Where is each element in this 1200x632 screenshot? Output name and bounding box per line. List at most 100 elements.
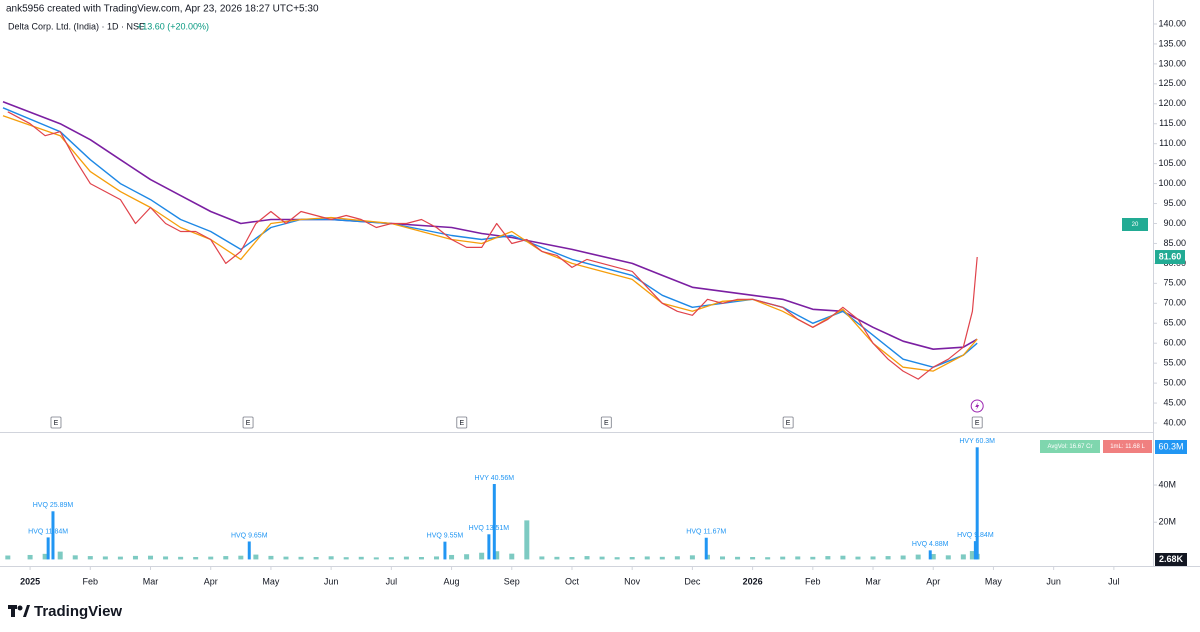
volume-bar	[479, 552, 485, 560]
volume-bar	[238, 555, 244, 560]
volume-bar	[825, 556, 831, 560]
y-tick-label: 135.00	[1158, 38, 1186, 48]
x-tick-label: Aug	[444, 576, 460, 586]
volume-bar	[343, 557, 349, 560]
volume-bottom-box	[1155, 553, 1187, 566]
volume-bar	[689, 555, 695, 560]
volume-bar	[524, 520, 530, 560]
x-tick-label: 2025	[20, 576, 40, 586]
earnings-box	[600, 416, 612, 429]
volume-bar	[328, 556, 334, 560]
y-tick-label: 55.00	[1163, 358, 1186, 368]
y-tick-label: 130.00	[1158, 58, 1186, 68]
volume-bar	[780, 556, 786, 560]
volume-bar	[840, 555, 846, 560]
y-tick-label: 75.00	[1163, 278, 1186, 288]
volume-bar	[163, 556, 169, 560]
volume-bar	[388, 557, 394, 560]
volume-annotation: HVQ 9.55M	[427, 533, 464, 540]
volume-bar	[960, 554, 966, 560]
volume-bar	[735, 556, 741, 560]
volume-spike	[492, 484, 496, 560]
y-tick-label: 115.00	[1159, 118, 1186, 128]
y-tick-label: 90.00	[1163, 218, 1186, 228]
y-tick-label: 100.00	[1158, 178, 1186, 188]
avg-label: AvgVol: 16.67 Cr	[1048, 444, 1093, 450]
x-tick-label: Feb	[805, 576, 821, 586]
badge-box	[1122, 218, 1148, 231]
volume-annotation: HVQ 4.88M	[912, 541, 949, 548]
volume-spike	[928, 550, 932, 560]
volume-annotation: HVQ 11.84M	[28, 528, 68, 535]
badge: 20	[1132, 222, 1139, 228]
x-tick-label: Sep	[504, 576, 520, 586]
logo	[8, 605, 30, 617]
volume-bar	[855, 556, 861, 560]
volume-bar	[720, 556, 726, 560]
volume-annotation: HVQ 9.84M	[957, 532, 994, 539]
x-tick-label: Jun	[1046, 576, 1061, 586]
earnings-box	[456, 416, 468, 429]
volume-spike	[487, 534, 491, 560]
earnings-label: E	[975, 420, 980, 427]
volume-bar	[969, 551, 975, 560]
price-line	[2, 115, 978, 372]
y-tick-label: 110.00	[1159, 138, 1186, 148]
volume-bar	[569, 557, 575, 560]
volume-bar	[584, 556, 590, 560]
volume-spike	[51, 511, 55, 560]
x-tick-label: Apr	[204, 576, 218, 586]
volume-spike	[973, 541, 977, 560]
symbol: Delta Corp. Ltd. (India) · 1D · NSE	[8, 21, 145, 31]
x-tick-label: Dec	[684, 576, 701, 586]
price-label-box	[1155, 250, 1185, 265]
y-tick-label: 105.00	[1158, 158, 1186, 168]
y-tick-label: 60.00	[1163, 338, 1186, 348]
change: +13.60 (+20.00%)	[137, 21, 209, 31]
credit: ank5956 created with TradingView.com, Ap…	[6, 4, 319, 15]
y-tick-label: 50.00	[1163, 377, 1186, 387]
ml-label: 1mL: 11.68 L	[1110, 444, 1145, 450]
y-tick-label: 95.00	[1163, 198, 1186, 208]
price-line	[7, 111, 978, 380]
volume-bar	[27, 554, 33, 560]
volume-bar	[148, 555, 154, 560]
earnings-label: E	[604, 420, 609, 427]
y-tick-label: 140.00	[1158, 18, 1186, 28]
volume-bar	[268, 555, 274, 560]
volume-bar	[42, 553, 48, 560]
volume-bar	[539, 556, 545, 560]
volume-bar	[554, 556, 560, 560]
x-tick-label: Feb	[83, 576, 99, 586]
volume-bar	[644, 556, 650, 560]
volume-bar	[434, 556, 440, 560]
logo-shape	[11, 605, 15, 617]
volume-bar	[870, 556, 876, 560]
x-tick-label: Oct	[565, 576, 580, 586]
volume-bar	[313, 557, 319, 560]
volume-bar	[373, 557, 379, 560]
volume-bar	[117, 556, 123, 560]
x-tick-label: Jul	[386, 576, 398, 586]
earnings-label: E	[54, 420, 59, 427]
volume-bar	[795, 556, 801, 560]
volume-bar	[449, 554, 455, 560]
logo-shape	[23, 605, 30, 617]
volume-bar	[629, 557, 635, 560]
volume-bottom-label: 2.68K	[1159, 554, 1184, 564]
volume-bar	[885, 556, 891, 560]
volume-bar	[915, 554, 921, 560]
volume-bar	[57, 551, 63, 560]
logo-shape	[17, 605, 23, 611]
earnings-label: E	[459, 420, 464, 427]
volume-bar	[193, 557, 199, 560]
volume-annotation: HVQ 13.51M	[469, 525, 510, 532]
volume-bar	[223, 556, 229, 560]
volume-bar	[298, 556, 304, 560]
volume-annotation: HVY 40.56M	[475, 475, 515, 482]
x-tick-label: May	[262, 576, 280, 586]
volume-spike	[975, 447, 979, 560]
volume-spike	[443, 541, 447, 560]
